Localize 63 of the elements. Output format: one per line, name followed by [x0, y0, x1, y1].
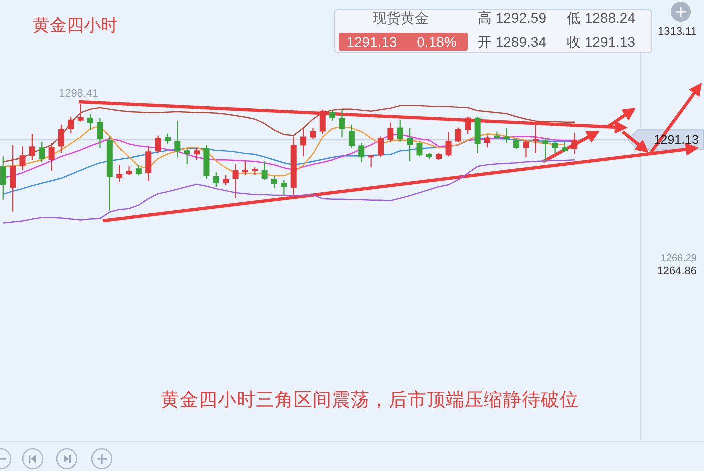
candlestick [184, 148, 190, 166]
candlestick [358, 142, 365, 164]
candlestick [484, 135, 491, 148]
candlestick [136, 165, 142, 176]
candlestick [532, 124, 539, 154]
candlestick [330, 110, 336, 122]
candlestick [97, 118, 104, 149]
y-tick-label: 1313.11 [658, 26, 697, 38]
candlestick [514, 138, 520, 150]
candlestick [146, 146, 152, 182]
candlestick [48, 142, 55, 172]
candlestick [523, 140, 530, 158]
candlestick [88, 114, 94, 131]
annotation: 0.18% [417, 34, 457, 50]
candlestick [68, 116, 74, 134]
candlestick [465, 116, 472, 135]
annotation: 高 1292.59 [478, 10, 547, 26]
annotation: 开 1289.34 [478, 34, 547, 50]
candlestick [562, 140, 568, 152]
candlestick [58, 124, 64, 154]
candlestick [155, 135, 162, 154]
candlestick [242, 161, 248, 176]
candlestick [300, 128, 307, 158]
candlestick [116, 164, 123, 184]
candlestick [572, 132, 578, 155]
candlestick [446, 132, 452, 158]
candlestick [29, 134, 36, 161]
text: 1266.29 [660, 254, 698, 265]
annotation: 1291.13 [346, 34, 398, 50]
candlestick [281, 179, 288, 196]
candlestick [213, 172, 220, 188]
candlestick [552, 140, 558, 154]
annotation: 黄金四小时三角区间震荡，后市顶端压缩静待破位 [161, 389, 579, 410]
candlestick [271, 176, 278, 190]
candlestick [397, 119, 404, 142]
annotation: 现货黄金 [373, 10, 429, 26]
candlestick [310, 128, 316, 140]
candlestick [174, 120, 181, 158]
candlestick [388, 122, 394, 142]
line-series [2, 160, 576, 224]
candlestick [78, 103, 84, 122]
candlestick [542, 138, 549, 164]
annotation: 低 1288.24 [567, 10, 636, 26]
candlestick [0, 156, 6, 200]
candlestick [455, 127, 462, 143]
candlestick [378, 136, 384, 158]
candlestick [368, 154, 374, 168]
candlestick [10, 144, 16, 212]
y-tick-label: 1264.86 [657, 266, 697, 278]
annotation: 1298.41 [58, 88, 99, 100]
annotation: 收 1291.13 [567, 34, 636, 50]
candlestick [262, 160, 268, 181]
candlestick [194, 148, 200, 161]
text: 黄金四小时 [33, 16, 118, 35]
candlestick [407, 128, 414, 162]
candlestick [223, 174, 230, 186]
candlestick [232, 164, 239, 199]
candlestick [339, 109, 346, 138]
candlestick [20, 146, 26, 171]
candlestick [348, 124, 355, 149]
candlestick [39, 142, 46, 163]
candlestick [320, 109, 326, 135]
candlestick [416, 141, 423, 158]
